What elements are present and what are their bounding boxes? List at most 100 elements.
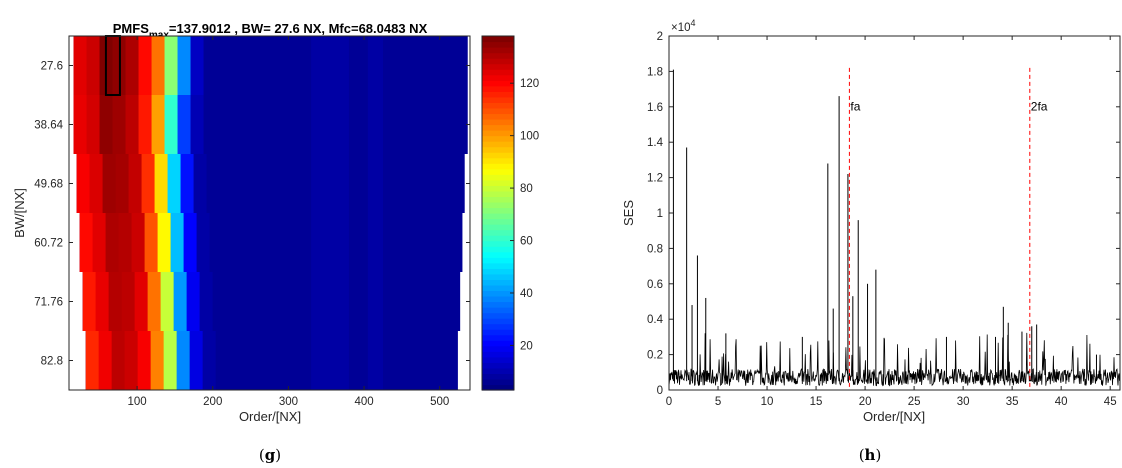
colorbar-segment [482,47,514,54]
heatmap-cell [186,272,201,331]
heatmap-y-tick-label: 60.72 [34,238,63,250]
heatmap-y-tick-label: 38.64 [34,120,63,132]
heatmap-y-tick-label: 71.76 [34,297,63,309]
colorbar-tick-label: 80 [520,183,533,195]
ses-axes-box [668,35,1121,391]
colorbar-segment [482,124,514,131]
heatmap-cell [73,95,88,154]
ses-y-tick-label: 1 [657,208,663,220]
heatmap-cell [212,272,227,331]
ses-y-tick-label: 0.6 [647,279,663,291]
colorbar-segment [482,301,514,308]
heatmap-cell [111,331,126,390]
heatmap-band [311,95,349,154]
y-exponent-label: ×104 [671,18,696,34]
colorbar-segment [482,41,514,48]
colorbar-segment [482,246,514,253]
ses-y-ticks: 0 0.2 0.4 0.6 0.8 1 1.2 1.4 1.6 1.8 2 [647,31,1120,397]
heatmap-cell [99,95,114,154]
heatmap-y-tick-label: 82.8 [41,356,63,368]
colorbar-segment [482,130,514,137]
heatmap-band [367,331,383,390]
colorbar-segment [482,312,514,319]
heatmap-cell [216,95,231,154]
ses-y-tick-label: 1.8 [647,66,663,78]
heatmap-cell [173,272,188,331]
heatmap-cell [108,272,123,331]
colorbar-segment [482,284,514,292]
colorbar-segment [482,334,514,341]
heatmap-y-tick-label: 49.68 [34,179,63,191]
heatmap-cell [202,331,217,390]
heatmap-cell [73,36,88,95]
colorbar-segment [482,257,514,264]
heatmap-cell [206,154,221,213]
colorbar-segment [482,373,514,380]
colorbar-segment [482,362,514,369]
colorbar-segment [482,157,514,164]
panel-label-g: (g) [259,446,281,464]
heatmap-cell [124,331,139,390]
heatmap-cell [203,95,218,154]
colorbar-segment [482,190,514,198]
colorbar-segment [482,295,514,303]
heatmap-cell [183,213,198,272]
ses-x-label: Order/[NX] [863,409,925,424]
heatmap-cell [144,213,159,272]
heatmap-cell [163,331,178,390]
colorbar-segment [482,118,514,126]
colorbar-segment [482,340,514,347]
heatmap-cell [157,213,172,272]
colorbar-tick-label: 20 [520,340,533,352]
heatmap-band [311,154,349,213]
heatmap-x-tick-label: 200 [203,396,222,408]
heatmap-cell [85,331,100,390]
colorbar-segment [482,213,514,220]
colorbar-segment [482,113,514,120]
heatmap-cell [177,36,192,95]
heatmap-cell [150,331,165,390]
ses-y-tick-label: 0.2 [647,350,663,362]
heatmap-band [311,331,349,390]
colorbar-segment [482,345,514,352]
heatmap-cell [134,272,149,331]
ses-x-tick-label: 25 [908,396,921,408]
heatmap-x-ticks: 100 200 300 400 500 [128,36,449,408]
heatmap-cell [98,331,113,390]
heatmap-x-tick-label: 500 [430,396,449,408]
heatmap-cell [147,272,162,331]
panel-label-h: (h) [859,446,882,464]
colorbar-segment [482,146,514,153]
heatmap-cell [209,213,224,272]
colorbar-segment [482,268,514,275]
heatmap-band [367,213,383,272]
ses-peaks [672,69,1097,382]
colorbar-segment [482,262,514,269]
ses-x-ticks: 0 5 10 15 20 25 30 35 40 45 [666,36,1117,408]
colorbar-segment [482,179,514,186]
colorbar-segment [482,229,514,236]
colorbar-segment [482,207,514,214]
heatmap-band [367,95,383,154]
colorbar-tick-label: 100 [520,131,539,143]
ses-x-tick-label: 5 [715,396,721,408]
heatmap-cell [118,213,133,272]
heatmap-cell [112,95,127,154]
heatmap-cell [125,36,140,95]
heatmap-band [367,272,383,331]
heatmap-cell [176,331,191,390]
fault-markers: fa 2fa [848,67,1048,390]
heatmap-cell [160,272,175,331]
heatmap-x-tick-label: 300 [279,396,298,408]
heatmap-cell [225,272,240,331]
colorbar-segment [482,141,514,148]
heatmap-cell [121,272,136,331]
colorbar-segment [482,163,514,170]
ses-x-tick-label: 45 [1104,396,1117,408]
ses-noise-floor [668,332,1121,387]
ses-noise-trace [668,332,1121,387]
ses-y-label: SES [621,200,636,226]
colorbar-segment [482,91,514,98]
colorbar-segment [482,196,514,203]
